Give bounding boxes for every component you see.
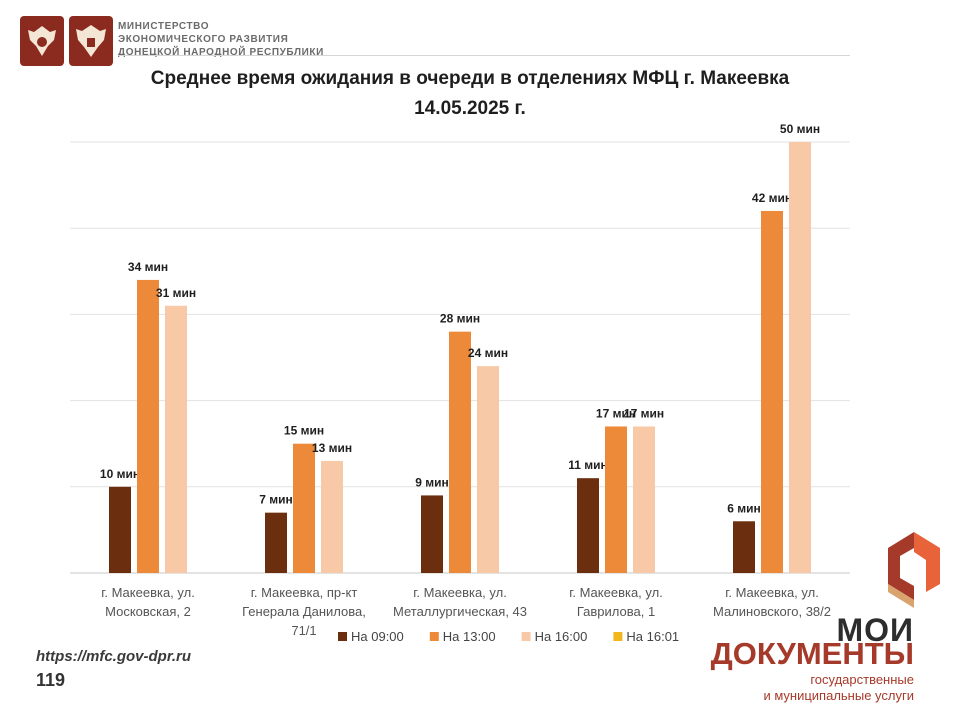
category-label: Гаврилова, 1: [577, 604, 655, 619]
bar-value-label: 42 мин: [752, 191, 792, 205]
ministry-name: МИНИСТЕРСТВО ЭКОНОМИЧЕСКОГО РАЗВИТИЯ ДОН…: [118, 20, 324, 59]
bar-value-label: 7 мин: [259, 493, 293, 507]
website-url[interactable]: https://mfc.gov-dpr.ru: [36, 648, 191, 665]
coat-of-arms-russia-icon: [20, 16, 64, 66]
bar: [137, 279, 159, 573]
category-label: г. Макеевка, ул.: [725, 585, 819, 600]
bar-value-label: 17 мин: [624, 406, 664, 420]
bar-value-label: 11 мин: [568, 458, 608, 472]
bar: [577, 478, 599, 573]
category-label: Генерала Данилова,: [242, 604, 366, 619]
hotline-number: 119: [36, 670, 66, 690]
legend-swatch: [338, 632, 347, 641]
bar: [421, 495, 443, 573]
brand-word-dokumenty: ДОКУМЕНТЫ: [710, 636, 914, 671]
bar-value-label: 28 мин: [440, 312, 480, 326]
bar: [321, 460, 343, 573]
bar-value-label: 31 мин: [156, 286, 196, 300]
bar: [605, 426, 627, 573]
bar: [449, 331, 471, 573]
coat-of-arms-dpr-icon: [69, 16, 113, 66]
chart-title-line: 14.05.2025 г.: [414, 98, 526, 119]
brand-tagline-line: и муниципальные услуги: [763, 688, 914, 703]
bar: [789, 142, 811, 573]
brand-tagline: государственные и муниципальные услуги: [763, 672, 914, 704]
brand-word-moi: МОИ: [836, 612, 914, 648]
legend-entry: На 09:00: [351, 629, 404, 644]
ministry-line: МИНИСТЕРСТВО: [118, 21, 210, 32]
bar-value-label: 9 мин: [415, 475, 449, 489]
chart-title: Среднее время ожидания в очереди в отдел…: [60, 64, 880, 124]
category-label: г. Макеевка, ул.: [413, 585, 507, 600]
bar: [293, 443, 315, 573]
header-divider: [118, 55, 850, 56]
category-label: г. Макеевка, пр-кт: [251, 585, 358, 600]
ministry-line: ЭКОНОМИЧЕСКОГО РАЗВИТИЯ: [118, 34, 289, 45]
category-label: Металлургическая, 43: [393, 604, 527, 619]
legend-entry: На 16:00: [535, 629, 588, 644]
ministry-line: ДОНЕЦКОЙ НАРОДНОЙ РЕСПУБЛИКИ: [118, 47, 324, 58]
bar-value-label: 24 мин: [468, 346, 508, 360]
bar-value-label: 10 мин: [100, 467, 140, 481]
bar: [109, 486, 131, 573]
bar-value-label: 6 мин: [727, 501, 761, 515]
category-label: г. Макеевка, ул.: [101, 585, 195, 600]
category-label: Малиновского, 38/2: [713, 604, 831, 619]
bar: [265, 512, 287, 573]
category-label: г. Макеевка, ул.: [569, 585, 663, 600]
bar-value-label: 34 мин: [128, 260, 168, 274]
brand-tagline-line: государственные: [810, 672, 914, 687]
chart-title-line: Среднее время ожидания в очереди в отдел…: [150, 68, 790, 89]
bar-value-label: 50 мин: [780, 122, 820, 136]
bar-value-label: 13 мин: [312, 441, 352, 455]
moi-dokumenty-logo-icon: [888, 532, 940, 608]
bar-value-label: 15 мин: [284, 424, 324, 438]
bar: [633, 426, 655, 573]
legend-entry: На 16:01: [626, 629, 679, 644]
bar-value-label: 17 мин: [596, 406, 636, 420]
category-label: 71/1: [291, 623, 316, 638]
bar: [165, 305, 187, 573]
legend-swatch: [521, 632, 531, 641]
bar: [477, 366, 499, 573]
category-label: Московская, 2: [105, 604, 191, 619]
legend-swatch: [613, 632, 623, 641]
bar: [761, 210, 783, 573]
bar: [733, 521, 755, 573]
legend-swatch: [429, 632, 439, 641]
legend-entry: На 13:00: [443, 629, 496, 644]
